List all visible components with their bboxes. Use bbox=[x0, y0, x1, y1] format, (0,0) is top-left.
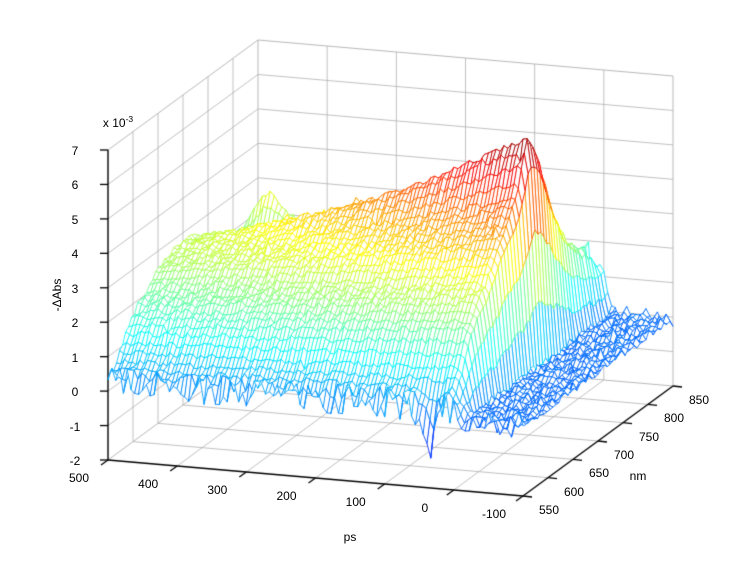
z-axis-exponent-label: x 10-3 bbox=[103, 114, 133, 130]
z-tick-label: 2 bbox=[71, 316, 79, 331]
z-tick-label: 7 bbox=[71, 144, 79, 158]
y-axis-label: nm bbox=[629, 469, 647, 483]
z-tick-label: 4 bbox=[71, 247, 79, 262]
z-tick-label: 1 bbox=[71, 350, 79, 365]
y-tick-label: 550 bbox=[538, 503, 560, 517]
y-tick-label: 850 bbox=[688, 393, 710, 407]
y-tick-label: 750 bbox=[638, 429, 660, 444]
y-tick-label: 700 bbox=[613, 448, 635, 462]
z-tick-label: 3 bbox=[71, 281, 79, 296]
x-tick-label: -100 bbox=[481, 507, 507, 521]
x-tick-label: 0 bbox=[421, 501, 429, 515]
x-tick-label: 100 bbox=[345, 495, 366, 509]
x-tick-label: 200 bbox=[276, 489, 297, 503]
y-tick-label: 650 bbox=[588, 466, 610, 481]
z-tick-label: -2 bbox=[69, 454, 81, 468]
z-tick-label: 5 bbox=[71, 212, 79, 227]
x-tick-label: 400 bbox=[138, 477, 159, 491]
z-exponent-sup: -3 bbox=[125, 114, 134, 124]
z-axis-label: -ΔAbs bbox=[50, 278, 64, 312]
y-tick-label: 800 bbox=[663, 411, 685, 426]
z-exponent-prefix: x 10 bbox=[102, 116, 126, 130]
x-tick-label: 300 bbox=[207, 483, 228, 497]
x-tick-label: 500 bbox=[68, 471, 90, 485]
x-axis-label: ps bbox=[343, 530, 357, 544]
y-tick-label: 600 bbox=[563, 484, 585, 499]
z-tick-label: -1 bbox=[69, 419, 81, 434]
z-tick-label: 0 bbox=[71, 385, 79, 400]
z-tick-label: 6 bbox=[71, 178, 79, 193]
